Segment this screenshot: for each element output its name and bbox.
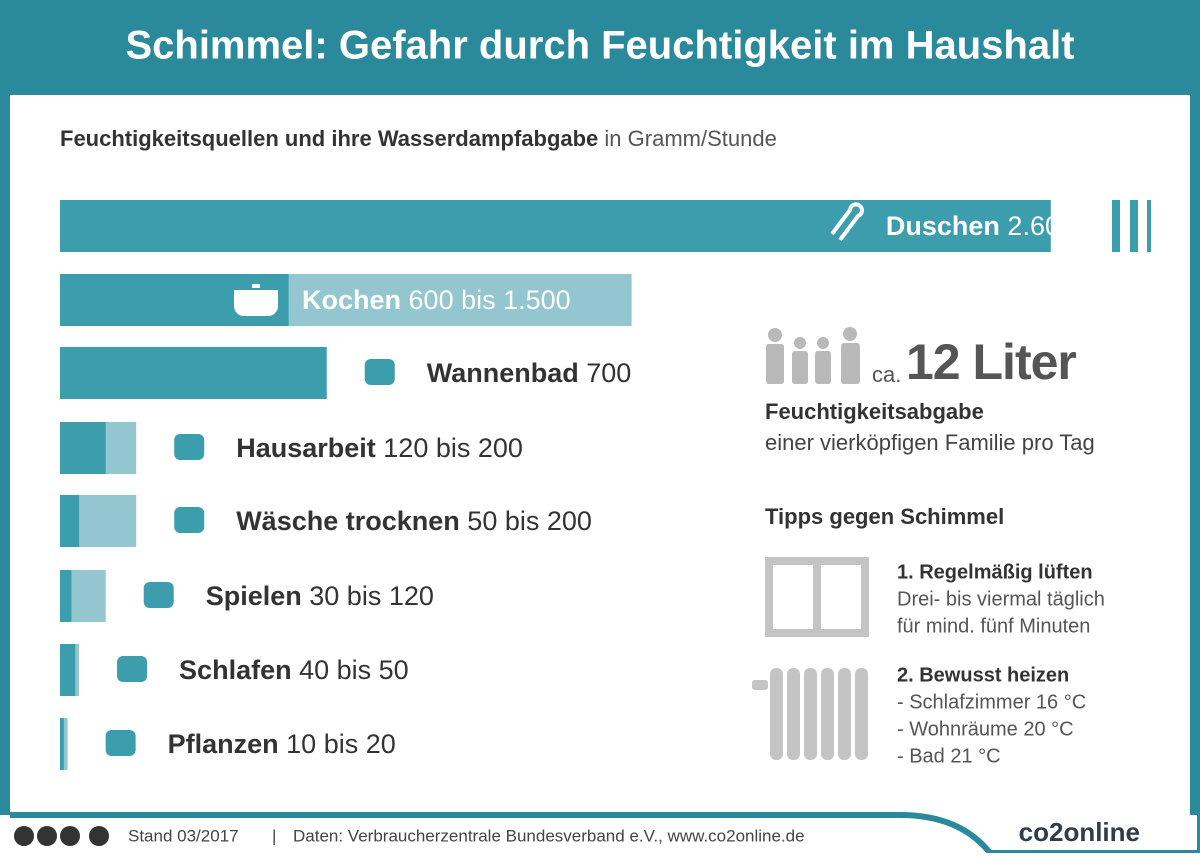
family-icon xyxy=(766,327,860,384)
bar xyxy=(60,347,327,399)
title: Schimmel: Gefahr durch Feuchtigkeit im H… xyxy=(125,24,1074,68)
bar-break xyxy=(1112,200,1120,252)
icon xyxy=(117,656,148,682)
bar xyxy=(60,644,76,696)
radiator-icon xyxy=(752,668,868,760)
footer-separator: | xyxy=(272,826,276,845)
family-label: Feuchtigkeitsabgabe xyxy=(765,399,984,424)
footer-shape xyxy=(0,815,990,853)
bar-label: Wannenbad 700 xyxy=(427,358,632,388)
icon xyxy=(174,507,205,533)
bar-category: Duschen xyxy=(886,211,1000,241)
icon xyxy=(174,434,205,460)
bar-value-label: 700 xyxy=(586,358,631,388)
footer-source: Daten: Verbraucherzentrale Bundesverband… xyxy=(293,826,805,845)
bar-label: Spielen 30 bis 120 xyxy=(206,581,434,611)
bar-label: Kochen 600 bis 1.500 xyxy=(302,285,571,315)
bar-value-label: 50 bis 200 xyxy=(467,506,592,536)
bar-break xyxy=(1130,200,1138,252)
footer-logo: co2online xyxy=(1019,817,1140,847)
icon xyxy=(143,582,174,608)
tip-line: für mind. fünf Minuten xyxy=(897,615,1090,637)
bar-category: Wannenbad xyxy=(427,358,579,388)
bar-category: Kochen xyxy=(302,285,401,315)
bar-category: Schlafen xyxy=(179,655,292,685)
bar-value-label: 120 bis 200 xyxy=(383,433,523,463)
tip-line: - Schlafzimmer 16 °C xyxy=(897,691,1086,713)
tip-line: Drei- bis viermal täglich xyxy=(897,588,1105,610)
tips-heading: Tipps gegen Schimmel xyxy=(765,504,1004,529)
window-icon xyxy=(765,557,869,637)
bar-label: Duschen 2.600 xyxy=(886,211,1075,241)
bar-label: Hausarbeit 120 bis 200 xyxy=(236,433,523,463)
bar-chart: Duschen 2.600 Kochen 600 bis 1.500 Wannenb… xyxy=(60,200,1151,770)
tip-title: 2. Bewusst heizen xyxy=(897,664,1069,686)
subtitle-main: Feuchtigkeitsquellen und ihre Wasserdamp… xyxy=(60,126,598,151)
bar xyxy=(60,495,80,547)
family-amount: 12 Liter xyxy=(906,334,1076,390)
footer-date: Stand 03/2017 xyxy=(128,826,239,845)
bar-value-label: 40 bis 50 xyxy=(299,655,409,685)
bar-value-label: 10 bis 20 xyxy=(286,729,396,759)
subtitle-unit: in Gramm/Stunde xyxy=(604,126,776,151)
icon xyxy=(105,730,136,756)
bar xyxy=(60,422,106,474)
bar-category: Pflanzen xyxy=(168,729,279,759)
cc-icons xyxy=(14,826,109,846)
bar-value-label: 30 bis 120 xyxy=(309,581,434,611)
bar-category: Spielen xyxy=(206,581,302,611)
bar xyxy=(60,718,64,770)
pot-icon xyxy=(234,284,278,316)
bar-value-label: 2.600 xyxy=(1007,211,1075,241)
bar-label: Schlafen 40 bis 50 xyxy=(179,655,409,685)
tip-line: - Wohnräume 20 °C xyxy=(897,718,1074,740)
tips: 1. Regelmäßig lüften Drei- bis viermal tä… xyxy=(897,561,1105,767)
bar xyxy=(60,200,1051,252)
bar-category: Wäsche trocknen xyxy=(236,506,460,536)
tip-title: 1. Regelmäßig lüften xyxy=(897,561,1093,583)
bar-label: Wäsche trocknen 50 bis 200 xyxy=(236,506,592,536)
family-description: einer vierköpfigen Familie pro Tag xyxy=(765,430,1095,455)
family-prefix: ca. xyxy=(872,362,901,387)
bar-label: Pflanzen 10 bis 20 xyxy=(168,729,396,759)
icon xyxy=(364,359,395,385)
tip-line: - Bad 21 °C xyxy=(897,745,1001,767)
subtitle: Feuchtigkeitsquellen und ihre Wasserdamp… xyxy=(60,126,777,151)
bar-value-label: 600 bis 1.500 xyxy=(409,285,571,315)
shower-icon xyxy=(830,202,864,242)
bar-category: Hausarbeit xyxy=(236,433,376,463)
bar-break xyxy=(1147,200,1151,252)
bar xyxy=(60,570,72,622)
